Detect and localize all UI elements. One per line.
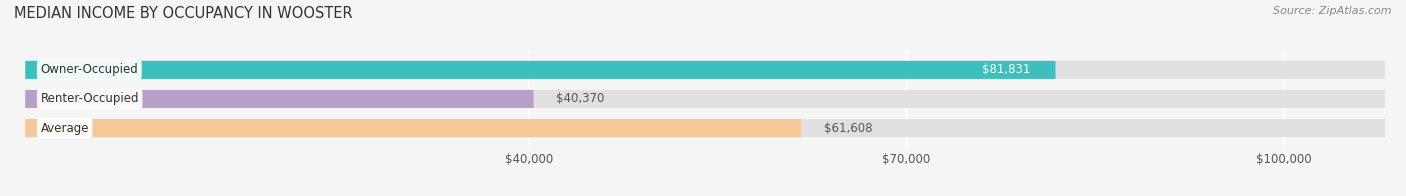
Text: $81,831: $81,831 [981, 63, 1031, 76]
Text: $61,608: $61,608 [824, 122, 872, 135]
Text: Source: ZipAtlas.com: Source: ZipAtlas.com [1274, 6, 1392, 16]
FancyBboxPatch shape [25, 90, 533, 108]
FancyBboxPatch shape [25, 61, 1056, 79]
Text: $40,370: $40,370 [557, 93, 605, 105]
Text: MEDIAN INCOME BY OCCUPANCY IN WOOSTER: MEDIAN INCOME BY OCCUPANCY IN WOOSTER [14, 6, 353, 21]
Text: Average: Average [41, 122, 89, 135]
FancyBboxPatch shape [25, 119, 1385, 137]
Text: Owner-Occupied: Owner-Occupied [41, 63, 138, 76]
FancyBboxPatch shape [25, 119, 801, 137]
Text: Renter-Occupied: Renter-Occupied [41, 93, 139, 105]
FancyBboxPatch shape [25, 90, 1385, 108]
FancyBboxPatch shape [25, 61, 1385, 79]
